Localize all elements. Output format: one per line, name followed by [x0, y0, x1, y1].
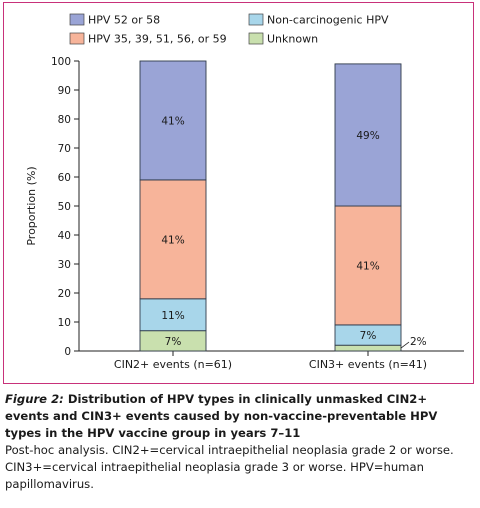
figure-caption: Figure 2: Distribution of HPV types in c…	[5, 391, 471, 493]
legend-label: Non-carcinogenic HPV	[267, 14, 389, 27]
bar-data-label: 7%	[360, 330, 377, 342]
bar-data-label: 41%	[161, 234, 184, 246]
bar-data-label: 2%	[410, 336, 427, 348]
y-tick-label: 80	[58, 114, 71, 126]
figure-label: Figure 2:	[5, 392, 64, 406]
y-tick-label: 0	[64, 346, 71, 358]
y-tick-label: 30	[58, 259, 71, 271]
y-axis-label: Proportion (%)	[25, 166, 38, 245]
caption-title-text: Distribution of HPV types in clinically …	[5, 392, 438, 440]
bar-data-label: 41%	[356, 260, 379, 272]
y-tick-label: 40	[58, 230, 71, 242]
legend-swatch	[69, 32, 85, 45]
caption-note: Post-hoc analysis. CIN2+=cervical intrae…	[5, 443, 454, 491]
y-tick-label: 70	[58, 143, 71, 155]
x-tick-label: CIN3+ events (n=41)	[309, 358, 427, 371]
bar-segment	[334, 63, 402, 207]
legend-label: HPV 52 or 58	[88, 14, 160, 27]
legend-label: Unknown	[267, 33, 318, 46]
bar-data-label: 49%	[356, 130, 379, 142]
y-tick-label: 20	[58, 288, 71, 300]
y-tick-label: 90	[58, 85, 71, 97]
legend-swatch	[248, 32, 264, 45]
bar-data-label: 11%	[161, 310, 184, 322]
chart-frame: HPV 52 or 58 Non-carcinogenic HPV HPV 35, …	[3, 2, 474, 384]
y-tick-label: 50	[58, 201, 71, 213]
y-tick-label: 100	[51, 56, 71, 68]
legend-swatch	[248, 13, 264, 26]
data-label-leader	[400, 341, 410, 349]
stacked-bar-chart: HPV 52 or 58 Non-carcinogenic HPV HPV 35, …	[25, 13, 464, 371]
y-tick-label: 60	[58, 172, 71, 184]
legend-swatch	[69, 13, 85, 26]
y-tick-label: 10	[58, 317, 71, 329]
caption-title: Figure 2: Distribution of HPV types in c…	[5, 391, 471, 442]
legend-label: HPV 35, 39, 51, 56, or 59	[88, 33, 227, 46]
x-tick-label: CIN2+ events (n=61)	[114, 358, 232, 371]
bar-data-label: 41%	[161, 115, 184, 127]
bar-segment	[139, 60, 207, 181]
bar-data-label: 7%	[165, 336, 182, 348]
bar-segment	[334, 344, 402, 352]
